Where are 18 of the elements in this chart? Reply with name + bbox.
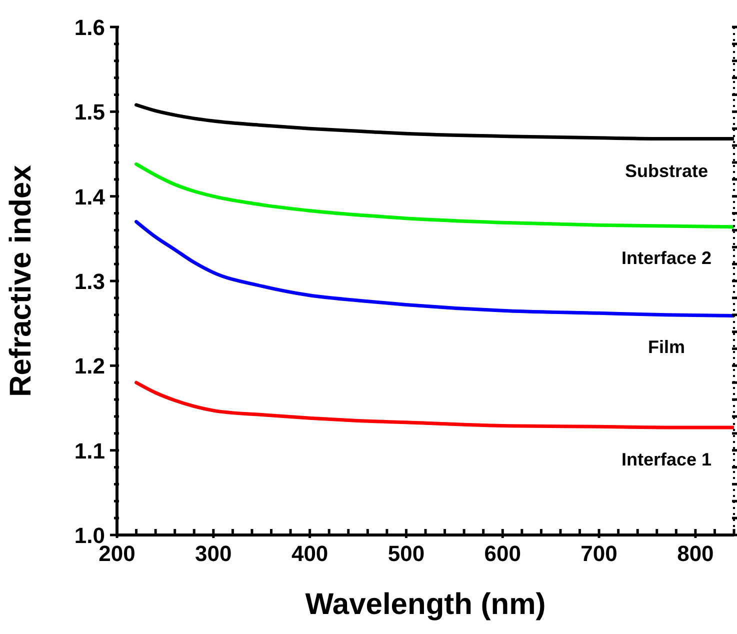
x-tick-label: 800 <box>677 541 714 566</box>
annotation: Interface 2 <box>621 248 712 268</box>
y-tick-label: 1.4 <box>74 184 106 210</box>
x-tick-label: 300 <box>195 541 232 566</box>
x-tick-label: 500 <box>388 541 425 566</box>
y-tick-label: 1.3 <box>74 269 105 294</box>
y-tick-label: 1.2 <box>74 354 105 379</box>
x-tick-label: 600 <box>484 541 521 566</box>
annotation: Substrate <box>625 160 708 181</box>
x-axis-title: Wavelength (nm) <box>305 588 546 621</box>
y-tick-label: 1.6 <box>74 15 105 40</box>
y-tick-label: 1.5 <box>74 100 105 125</box>
annotation: Interface 1 <box>621 449 712 470</box>
x-tick-label: 700 <box>580 541 618 566</box>
annotation: Film <box>648 336 686 357</box>
y-tick-label: 1.1 <box>74 438 105 464</box>
x-tick-label: 400 <box>291 541 328 566</box>
y-axis-title: Refractive index <box>4 164 38 397</box>
